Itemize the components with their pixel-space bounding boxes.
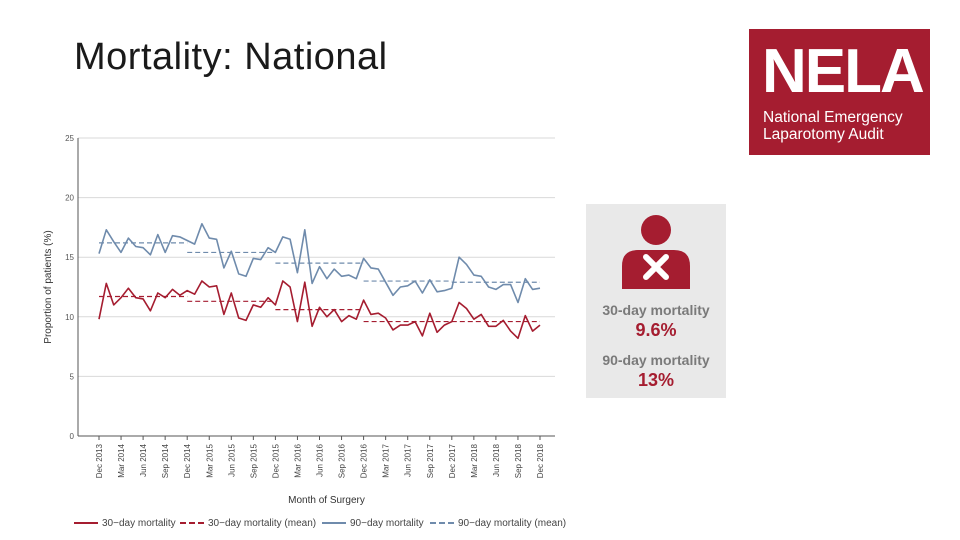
x-tick-label-17: Mar 2018 bbox=[470, 443, 479, 477]
x-tick-label-0: Dec 2013 bbox=[95, 443, 104, 478]
y-tick-label-0: 0 bbox=[70, 432, 75, 441]
x-tick-label-9: Mar 2016 bbox=[293, 443, 302, 477]
x-tick-label-18: Jun 2018 bbox=[492, 443, 501, 476]
x-tick-label-20: Dec 2018 bbox=[536, 443, 545, 478]
y-tick-label-15: 15 bbox=[65, 253, 74, 262]
x-tick-label-1: Mar 2014 bbox=[117, 443, 126, 477]
legend-item-90-day: 90−day mortality bbox=[322, 518, 424, 529]
value-30-day-mortality: 9.6% bbox=[635, 320, 677, 340]
legend-label-90-day: 90−day mortality bbox=[350, 518, 424, 529]
legend-swatch-30-day bbox=[74, 522, 98, 525]
value-90-day-mortality: 13% bbox=[637, 370, 675, 390]
x-tick-label-5: Mar 2015 bbox=[205, 443, 214, 477]
legend-label-30-day-mean: 30−day mortality (mean) bbox=[208, 518, 317, 529]
logo-line2: Laparotomy Audit bbox=[763, 126, 884, 143]
y-axis-label: Proportion of patients (%) bbox=[43, 230, 54, 343]
x-tick-label-8: Dec 2015 bbox=[271, 443, 280, 478]
legend-label-90-day-mean: 90−day mortality (mean) bbox=[458, 518, 567, 529]
legend-swatch-30-day-mean bbox=[180, 522, 204, 525]
slide-title: Mortality: National bbox=[74, 36, 388, 78]
legend-swatch-90-day bbox=[322, 522, 346, 525]
mortality-summary-panel: 30-day mortality 9.6% 90-day mortality 1… bbox=[586, 204, 726, 398]
x-tick-label-4: Dec 2014 bbox=[183, 443, 192, 478]
x-tick-label-15: Sep 2017 bbox=[426, 443, 435, 478]
y-tick-label-5: 5 bbox=[70, 372, 75, 381]
y-tick-label-20: 20 bbox=[65, 194, 74, 203]
x-tick-label-16: Dec 2017 bbox=[448, 443, 457, 478]
x-tick-label-2: Jun 2014 bbox=[139, 443, 148, 476]
x-tick-label-6: Jun 2015 bbox=[227, 443, 236, 476]
label-30-day-mortality: 30-day mortality bbox=[602, 302, 710, 318]
x-tick-label-13: Mar 2017 bbox=[382, 443, 391, 477]
series-line-0 bbox=[98, 280, 541, 340]
x-tick-label-11: Sep 2016 bbox=[338, 443, 347, 478]
x-tick-label-3: Sep 2014 bbox=[161, 443, 170, 478]
x-tick-label-19: Sep 2018 bbox=[514, 443, 523, 478]
x-tick-label-14: Jun 2017 bbox=[404, 443, 413, 476]
series-line-2 bbox=[98, 223, 541, 304]
legend-item-90-day-mean: 90−day mortality (mean) bbox=[430, 518, 566, 529]
y-tick-label-10: 10 bbox=[65, 313, 74, 322]
person-cross-icon bbox=[622, 215, 690, 289]
x-tick-label-12: Dec 2016 bbox=[360, 443, 369, 478]
x-tick-label-7: Sep 2015 bbox=[249, 443, 258, 478]
nela-logo: NELA National Emergency Laparotomy Audit bbox=[749, 29, 930, 155]
x-axis-label: Month of Surgery bbox=[288, 495, 365, 506]
legend-swatch-90-day-mean bbox=[430, 522, 454, 525]
logo-line1: National Emergency bbox=[763, 109, 903, 126]
x-tick-label-10: Jun 2016 bbox=[316, 443, 325, 476]
y-tick-label-25: 25 bbox=[65, 134, 74, 143]
logo-acronym: NELA bbox=[762, 37, 925, 106]
legend-label-30-day: 30−day mortality bbox=[102, 518, 176, 529]
label-90-day-mortality: 90-day mortality bbox=[602, 352, 710, 368]
legend-item-30-day: 30−day mortality bbox=[74, 518, 176, 529]
legend-item-30-day-mean: 30−day mortality (mean) bbox=[180, 518, 316, 529]
